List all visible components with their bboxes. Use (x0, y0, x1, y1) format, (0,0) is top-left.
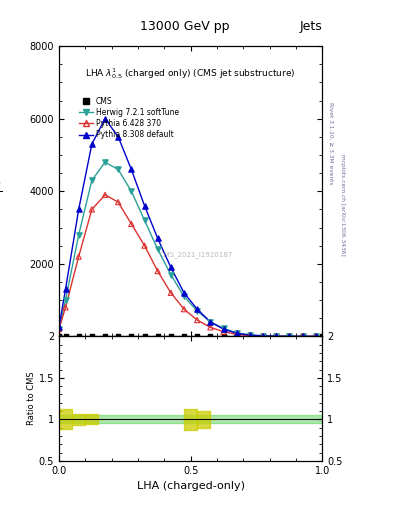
Point (89, 332, 95, 340)
Point (102, 332, 108, 340)
Point (247, 331, 253, 339)
Text: 13000 GeV pp: 13000 GeV pp (140, 20, 230, 33)
Point (181, 332, 187, 340)
Point (115, 332, 121, 340)
Point (62, 303, 69, 311)
Point (154, 267, 161, 275)
Point (207, 318, 213, 326)
Point (128, 332, 134, 340)
Point (62, 332, 69, 340)
Y-axis label: $\frac{1}{N}\,\frac{dN}{d\lambda}$: $\frac{1}{N}\,\frac{dN}{d\lambda}$ (0, 180, 3, 202)
Text: CMS_2021_I1920187: CMS_2021_I1920187 (159, 252, 233, 259)
Point (141, 332, 148, 340)
Point (89, 176, 95, 184)
Point (299, 332, 306, 340)
Y-axis label: Ratio to CMS: Ratio to CMS (27, 372, 36, 425)
Point (102, 158, 108, 166)
Point (168, 289, 174, 297)
Point (233, 329, 240, 337)
Point (168, 332, 174, 340)
Point (181, 292, 187, 301)
Point (128, 220, 134, 228)
Point (141, 202, 148, 210)
Point (247, 332, 253, 340)
Point (273, 332, 279, 340)
Point (260, 332, 266, 340)
Point (141, 242, 148, 250)
Point (273, 332, 279, 340)
Text: mcplots.cern.ch [arXiv:1306.3436]: mcplots.cern.ch [arXiv:1306.3436] (340, 154, 345, 255)
Text: Jets: Jets (299, 20, 322, 33)
Point (75, 252, 82, 261)
Text: LHA $\lambda^{1}_{0.5}$ (charged only) (CMS jet substructure): LHA $\lambda^{1}_{0.5}$ (charged only) (… (85, 67, 296, 81)
Text: Rivet 3.1.10, ≥ 3.3M events: Rivet 3.1.10, ≥ 3.3M events (328, 102, 333, 185)
Point (220, 332, 227, 340)
Point (299, 332, 306, 340)
Point (194, 307, 200, 315)
Point (141, 216, 148, 224)
Point (260, 332, 266, 340)
Point (89, 140, 95, 148)
Bar (59, 415, 322, 423)
Point (168, 271, 174, 279)
Point (286, 332, 292, 340)
Point (273, 332, 279, 340)
Point (62, 296, 69, 304)
Point (286, 332, 292, 340)
Point (128, 187, 134, 195)
Point (207, 323, 213, 331)
Point (233, 332, 240, 340)
Legend: CMS, Herwig 7.2.1 softTune, Pythia 6.428 370, Pythia 8.308 default: CMS, Herwig 7.2.1 softTune, Pythia 6.428… (76, 94, 182, 142)
Point (312, 332, 319, 340)
Point (312, 332, 319, 340)
Point (128, 165, 134, 174)
Point (299, 332, 306, 340)
Point (233, 329, 240, 337)
Point (56, 332, 62, 340)
Point (319, 332, 325, 340)
Point (220, 324, 227, 332)
Point (56, 325, 62, 333)
Point (115, 165, 121, 174)
Point (247, 331, 253, 339)
Point (115, 133, 121, 141)
Point (154, 245, 161, 253)
Point (299, 332, 306, 340)
Point (247, 331, 253, 339)
X-axis label: LHA (charged-only): LHA (charged-only) (137, 481, 244, 491)
Point (102, 191, 108, 199)
Point (233, 330, 240, 338)
Point (194, 316, 200, 324)
Point (89, 205, 95, 214)
Point (260, 332, 266, 340)
Point (154, 234, 161, 243)
Point (181, 289, 187, 297)
Point (194, 305, 200, 313)
Point (312, 332, 319, 340)
Point (75, 332, 82, 340)
Point (207, 318, 213, 326)
Point (62, 285, 69, 293)
Point (286, 332, 292, 340)
Point (286, 332, 292, 340)
Point (207, 332, 213, 340)
Point (56, 323, 62, 331)
Point (168, 263, 174, 271)
Point (312, 332, 319, 340)
Point (194, 332, 200, 340)
Point (75, 231, 82, 239)
Point (154, 332, 161, 340)
Point (56, 325, 62, 333)
Point (220, 325, 227, 333)
Point (75, 205, 82, 214)
Point (115, 198, 121, 206)
Point (260, 332, 266, 340)
Point (220, 328, 227, 336)
Point (181, 305, 187, 313)
Point (102, 115, 108, 123)
Point (273, 332, 279, 340)
